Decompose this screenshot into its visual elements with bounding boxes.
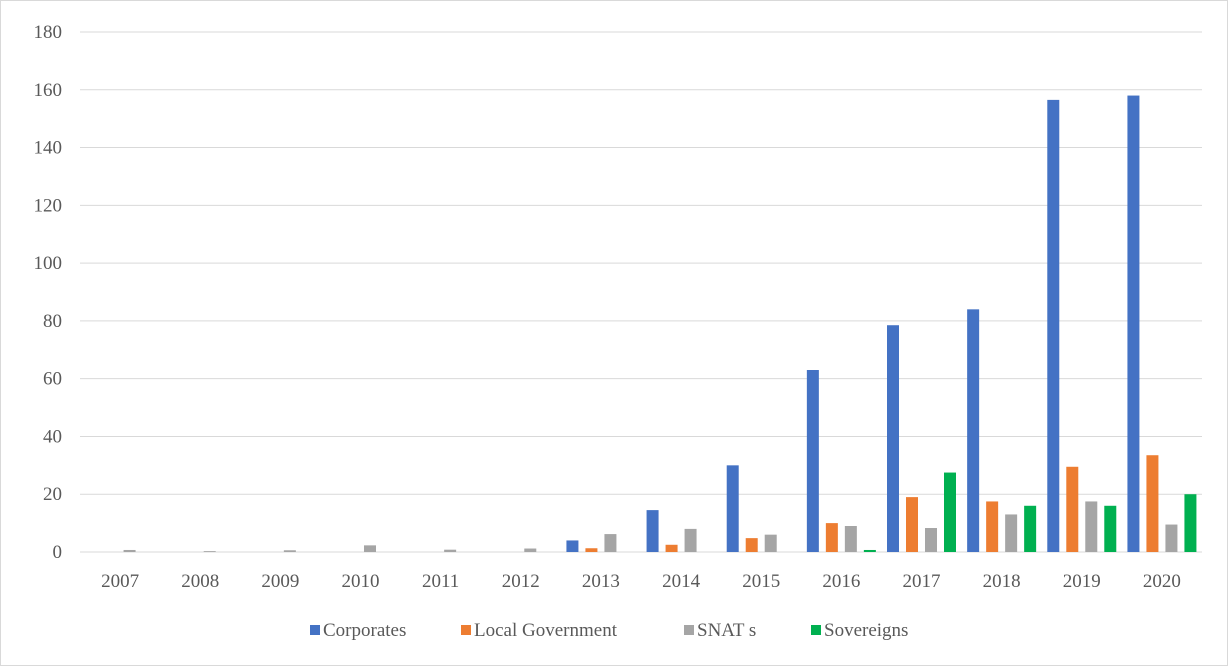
bar-sovereigns-2019 — [1104, 505, 1117, 552]
bar-corporates-2015 — [726, 465, 739, 552]
x-axis: 2007 2008 2009 2010 2011 2012 2013 2014 2015 2016… — [101, 571, 1181, 592]
x-tick-label: 2018 — [983, 571, 1021, 592]
x-tick-label: 2015 — [742, 571, 780, 592]
x-tick-label: 2016 — [822, 571, 860, 592]
legend: Corporates Local Government SNAT s Sovereig… — [310, 620, 908, 641]
bar-snat-s-2010 — [364, 545, 376, 552]
bar-snat-s-2008 — [203, 551, 216, 552]
y-tick-label: 40 — [43, 426, 62, 447]
bar-sovereigns-2020 — [1184, 494, 1197, 552]
bar-snat-s-2014 — [684, 528, 697, 552]
y-tick-label: 20 — [43, 484, 62, 505]
legend-swatch — [811, 625, 821, 635]
bar-sovereigns-2016 — [863, 549, 876, 552]
y-tick-label: 160 — [34, 80, 63, 101]
y-tick-label: 180 — [34, 22, 63, 43]
bar-corporates-2020 — [1127, 95, 1140, 553]
bar-snat-s-2020 — [1165, 524, 1178, 552]
gridlines — [80, 31, 1202, 553]
legend-label: SNAT s — [697, 620, 756, 641]
x-tick-label: 2007 — [101, 571, 139, 592]
x-tick-label: 2019 — [1063, 571, 1101, 592]
bar-snat-s-2012 — [524, 548, 537, 552]
bar-corporates-2019 — [1047, 99, 1060, 552]
bar-sovereigns-2018 — [1024, 505, 1037, 552]
y-tick-label: 100 — [34, 253, 63, 274]
x-tick-label: 2009 — [261, 571, 299, 592]
x-tick-label: 2017 — [903, 571, 941, 592]
bar-local-government-2020 — [1146, 455, 1159, 552]
legend-label: Local Government — [474, 620, 618, 641]
bar-corporates-2014 — [646, 510, 659, 552]
x-tick-label: 2012 — [502, 571, 540, 592]
bar-local-government-2018 — [986, 501, 999, 552]
legend-label: Corporates — [323, 620, 406, 641]
bar-local-government-2017 — [906, 497, 918, 552]
y-tick-label: 60 — [43, 369, 62, 390]
bar-local-government-2016 — [825, 523, 838, 552]
bar-local-government-2019 — [1066, 466, 1079, 552]
y-tick-label: 140 — [34, 138, 63, 159]
bar-snat-s-2007 — [123, 549, 136, 552]
bar-snat-s-2013 — [604, 534, 617, 552]
bar-snat-s-2018 — [1005, 514, 1018, 552]
y-tick-label: 120 — [34, 195, 63, 216]
x-tick-label: 2020 — [1143, 571, 1181, 592]
x-tick-label: 2010 — [342, 571, 380, 592]
legend-label: Sovereigns — [824, 620, 908, 641]
bars — [123, 95, 1197, 553]
x-tick-label: 2011 — [422, 571, 459, 592]
x-tick-label: 2014 — [662, 571, 701, 592]
y-tick-label: 0 — [53, 542, 63, 563]
bar-corporates-2016 — [806, 370, 819, 552]
bar-corporates-2018 — [967, 309, 980, 552]
legend-swatch — [310, 625, 320, 635]
bar-local-government-2015 — [745, 538, 758, 552]
legend-swatch — [461, 625, 471, 635]
legend-swatch — [684, 625, 694, 635]
x-tick-label: 2013 — [582, 571, 620, 592]
bar-local-government-2014 — [665, 544, 678, 552]
bar-snat-s-2009 — [283, 550, 296, 552]
bar-snat-s-2015 — [764, 534, 777, 552]
bar-snat-s-2016 — [844, 526, 857, 552]
bar-corporates-2013 — [566, 540, 579, 552]
bar-local-government-2013 — [585, 548, 598, 552]
bar-corporates-2017 — [887, 325, 899, 552]
y-tick-label: 80 — [43, 311, 62, 332]
bar-snat-s-2017 — [925, 528, 937, 552]
x-tick-label: 2008 — [181, 571, 219, 592]
bar-snat-s-2019 — [1085, 501, 1098, 552]
bar-snat-s-2011 — [444, 549, 457, 552]
bar-sovereigns-2017 — [944, 472, 956, 552]
y-axis-ticks: 0 20 40 60 80 100 120 140 160 180 — [34, 22, 63, 563]
